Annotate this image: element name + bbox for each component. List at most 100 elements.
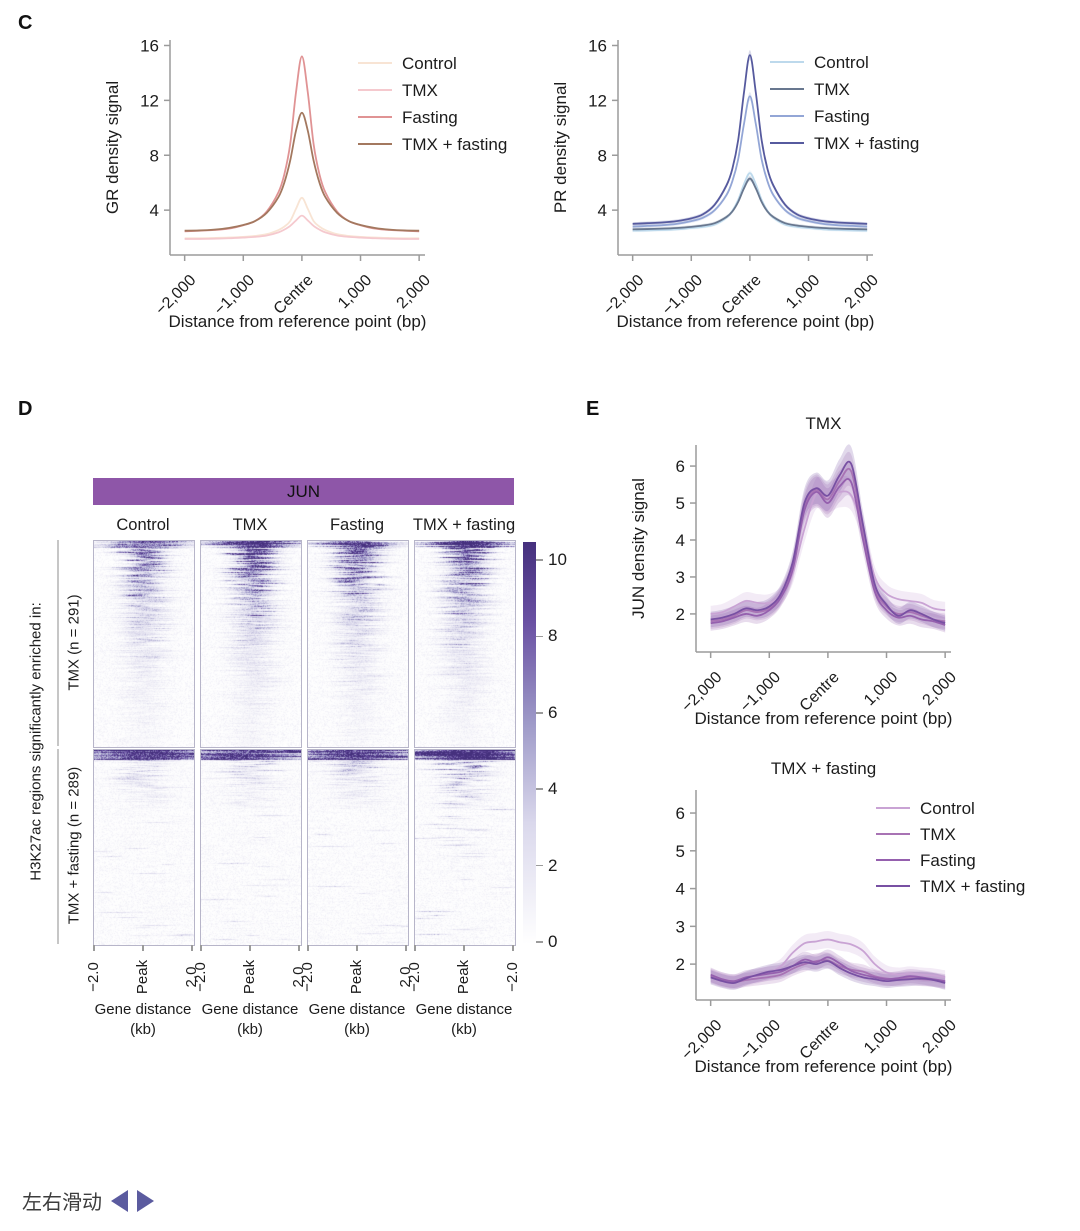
x-axis-label: Distance from reference point (bp)	[617, 312, 875, 331]
series-line	[184, 196, 420, 240]
panel-label-d: D	[18, 398, 33, 420]
series-line	[632, 172, 868, 232]
heatmap-x-tick	[356, 945, 358, 951]
heatmap-column-header-control: Control	[116, 516, 170, 534]
series-line	[184, 111, 420, 232]
y-tick-label: 2	[676, 605, 685, 624]
series-line	[710, 460, 946, 625]
colorbar-tick	[536, 864, 543, 867]
heatmap-side-label: H3K27ac regions significantly enriched i…	[27, 602, 45, 881]
panel-label-c: C	[18, 12, 33, 34]
heatmap-x-tick	[414, 945, 416, 951]
colorbar-tick-label: 6	[548, 702, 558, 722]
y-axis-label: PR density signal	[551, 82, 570, 213]
heatmap-x-tick	[142, 945, 144, 951]
x-tick-label: Centre	[797, 669, 843, 715]
colorbar-tick-label: 10	[548, 550, 567, 569]
legend-label: TMX + fasting	[920, 877, 1025, 896]
slider-next-icon[interactable]	[137, 1189, 154, 1212]
jun-header-bar: JUN	[93, 478, 514, 505]
heatmap-tmxfasting-group-tmx	[200, 749, 302, 946]
heatmap-tmx-group-control	[93, 540, 195, 748]
series-line	[710, 938, 946, 983]
colorbar-tick	[536, 941, 543, 943]
x-tick-label: 2,000	[394, 272, 434, 312]
x-tick-label: 1,000	[861, 1017, 901, 1057]
heatmap-column-header-tmx-fasting: TMX + fasting	[412, 516, 516, 534]
y-axis-label: JUN density signal	[629, 478, 648, 619]
y-axis-label: GR density signal	[103, 81, 122, 214]
colorbar-tick-label: 2	[548, 855, 558, 875]
colorbar-tick	[536, 712, 543, 714]
y-tick-label: 8	[150, 146, 159, 165]
y-tick-label: 12	[588, 91, 607, 110]
colorbar-tick-label: 8	[548, 626, 558, 646]
y-tick-label: 3	[676, 568, 685, 587]
heatmap-x-tick	[405, 945, 407, 951]
legend-label: TMX	[402, 81, 438, 100]
y-tick-label: 16	[588, 36, 607, 55]
series-line	[710, 478, 946, 626]
y-tick-label: 6	[676, 804, 685, 823]
series-line	[632, 177, 868, 231]
legend-label: TMX	[920, 825, 956, 844]
series-band	[710, 475, 946, 623]
x-axis-label: Distance from reference point (bp)	[169, 312, 427, 331]
y-tick-label: 4	[676, 880, 685, 899]
series-line	[710, 960, 946, 984]
heatmap-column-header-tmx: TMX	[232, 516, 268, 534]
x-tick-label: 1,000	[861, 669, 901, 709]
series-line	[710, 490, 946, 615]
legend-label: TMX + fasting	[402, 135, 507, 154]
heatmap-x-tick	[200, 945, 202, 951]
heatmap-colorbar	[523, 542, 536, 944]
y-tick-label: 2	[676, 955, 685, 974]
row-group-label-tmx-fasting: TMX + fasting (n = 289)	[65, 766, 83, 925]
chart-title: TMX + fasting	[771, 759, 876, 778]
heatmap-tmx-group-tmx-fasting	[414, 540, 516, 748]
heatmap-tmxfasting-group-fasting	[307, 749, 409, 946]
heatmap-tmxfasting-group-tmx-fasting	[414, 749, 516, 946]
legend-label: TMX	[814, 80, 850, 99]
colorbar-tick	[536, 559, 543, 561]
legend-label: Control	[814, 53, 869, 72]
legend-label: TMX + fasting	[814, 134, 919, 153]
colorbar-tick	[536, 788, 543, 790]
heatmap-column-header-fasting: Fasting	[329, 516, 385, 534]
series-band	[710, 451, 946, 630]
legend-label: Control	[402, 54, 457, 73]
y-tick-label: 12	[140, 91, 159, 110]
legend-label: Fasting	[920, 851, 976, 870]
slider-prev-icon[interactable]	[111, 1189, 128, 1212]
y-tick-label: 5	[676, 494, 685, 513]
y-tick-label: 16	[140, 36, 159, 55]
x-tick-label: 2,000	[920, 1017, 960, 1057]
swipe-hint-text: 左右滑动	[22, 1192, 102, 1214]
panel-label-e: E	[586, 398, 600, 420]
row-group-bracket-bottom	[57, 749, 59, 944]
x-tick-label: Centre	[719, 272, 765, 318]
x-tick-label: Centre	[271, 272, 317, 318]
heatmap-tmx-group-tmx	[200, 540, 302, 748]
x-axis-label: Distance from reference point (bp)	[695, 1057, 953, 1076]
x-axis-label: Distance from reference point (bp)	[695, 709, 953, 728]
colorbar-tick	[536, 635, 543, 638]
heatmap-tmx-group-fasting	[307, 540, 409, 748]
x-tick-label: Centre	[797, 1017, 843, 1063]
y-tick-label: 4	[150, 201, 159, 220]
x-tick-label: 2,000	[920, 669, 960, 709]
heatmap-x-tick	[512, 945, 514, 951]
y-tick-label: 8	[598, 146, 607, 165]
heatmap-x-tick	[463, 945, 465, 951]
heatmap-x-axis-label: Gene distance (kb)	[308, 1001, 406, 1038]
heatmap-x-axis-label: Gene distance (kb)	[415, 1001, 513, 1038]
heatmap-x-axis-label: Gene distance (kb)	[201, 1001, 299, 1038]
y-tick-label: 6	[676, 457, 685, 476]
heatmap-x-axis-label: Gene distance (kb)	[94, 1001, 192, 1038]
heatmap-x-tick	[298, 945, 300, 951]
